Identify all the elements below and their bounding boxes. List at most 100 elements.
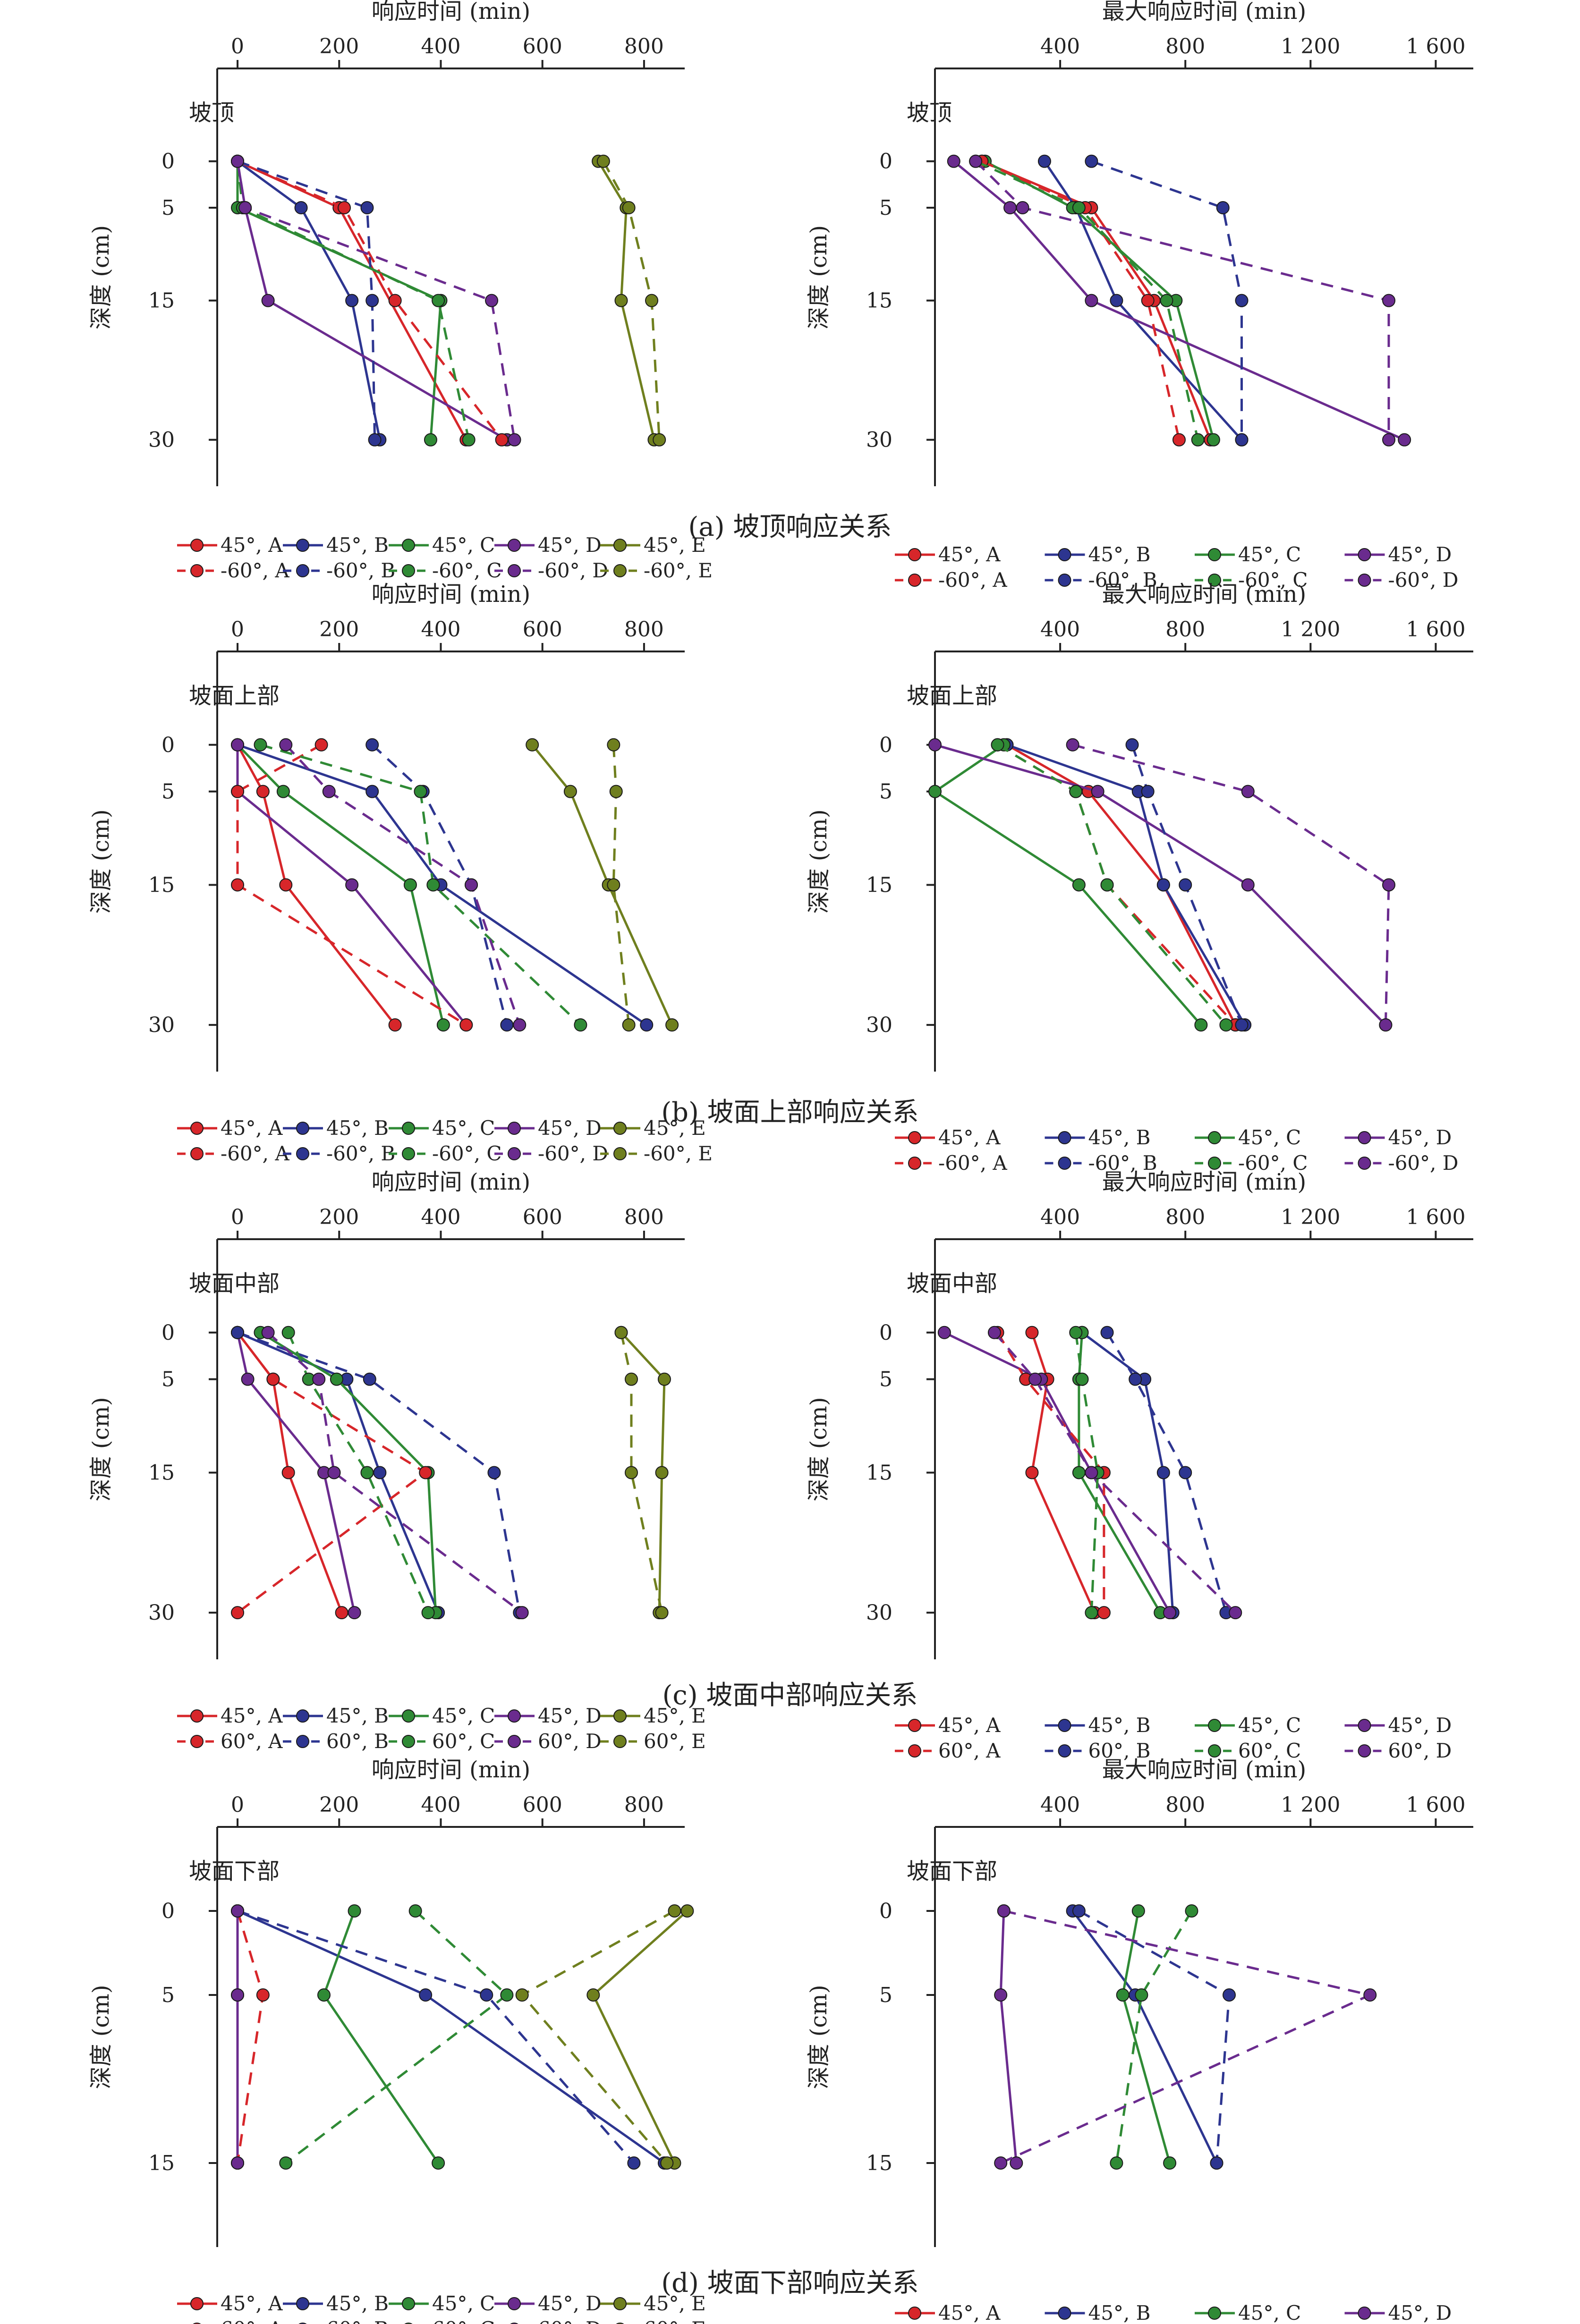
legend-marker	[1058, 574, 1071, 587]
data-point	[231, 154, 245, 168]
series-line	[1106, 1332, 1227, 1613]
figure-caption: (b) 坡面上部响应关系	[661, 1097, 918, 1128]
chart-d-left: 0 200 400 600 800 响应时间 (min) 0 5 15 深度 (cm) 坡面下部 45…	[88, 1757, 706, 2324]
data-point	[997, 1904, 1011, 1918]
data-point	[1110, 294, 1123, 307]
legend-marker	[908, 1744, 921, 1758]
y-axis-title: 深度 (cm)	[806, 809, 832, 913]
data-point	[1185, 1904, 1198, 1918]
data-point	[1069, 785, 1083, 798]
y-tick-label: 15	[866, 873, 892, 897]
y-tick-label: 0	[161, 733, 175, 757]
data-point	[1206, 433, 1220, 447]
data-point	[1010, 2156, 1023, 2170]
data-point	[1382, 878, 1396, 892]
chart-c-left: 0 200 400 600 800 响应时间 (min) 0 5 15 30 深度 (cm) 坡面中部…	[88, 1169, 706, 1753]
data-point	[596, 154, 610, 168]
series-line	[1006, 744, 1246, 1026]
x-tick-label: 1 600	[1406, 1793, 1465, 1817]
x-tick-label: 1 600	[1406, 617, 1465, 642]
data-point	[994, 2156, 1008, 2170]
panel-label: 坡面中部	[189, 1270, 280, 1297]
series-line	[943, 1331, 1171, 1614]
y-tick-label: 5	[879, 1368, 892, 1392]
series-line	[1121, 1910, 1171, 2163]
data-point	[655, 1466, 669, 1479]
legend-marker	[613, 1122, 627, 1135]
data-point	[279, 2156, 293, 2170]
data-point	[1194, 1018, 1208, 1032]
series-line	[620, 1332, 663, 1613]
data-point	[1223, 1988, 1236, 2002]
data-point	[515, 1988, 529, 2002]
legend-marker	[508, 564, 521, 577]
legend-marker	[908, 574, 921, 587]
x-tick-label: 800	[1165, 617, 1205, 642]
y-tick-label: 30	[866, 1601, 892, 1625]
x-tick-label: 600	[523, 1793, 562, 1817]
series-line	[237, 1331, 521, 1613]
y-tick-label: 15	[148, 289, 175, 313]
data-point	[322, 785, 336, 798]
series-line	[323, 1910, 440, 2164]
legend-label: -60°, D	[1388, 1151, 1459, 1175]
legend-marker	[190, 2297, 204, 2310]
data-point	[365, 738, 379, 752]
series-line	[1071, 1910, 1218, 2164]
legend-label: 45°, E	[644, 533, 706, 557]
legend-marker	[613, 1709, 627, 1723]
series-line	[236, 1332, 356, 1613]
legend-label: 45°, C	[1238, 543, 1301, 566]
x-axis-title: 最大响应时间 (min)	[1102, 0, 1307, 25]
series-line	[237, 160, 376, 440]
legend-label: 45°, D	[1388, 1126, 1452, 1149]
y-tick-label: 0	[879, 733, 892, 757]
data-point	[1135, 1988, 1148, 2002]
legend-marker	[1208, 1131, 1221, 1144]
data-point	[424, 433, 437, 447]
series-line	[612, 744, 630, 1025]
legend-label: 45°, C	[1238, 1126, 1301, 1149]
data-point	[1235, 294, 1249, 307]
data-point	[1003, 201, 1017, 214]
legend-marker	[190, 1147, 204, 1160]
series-line	[267, 1331, 523, 1614]
data-point	[465, 878, 478, 892]
legend-marker	[1358, 1131, 1371, 1144]
series-line	[236, 744, 396, 1026]
series-line	[1091, 160, 1243, 440]
data-point	[279, 738, 293, 752]
series-line	[934, 744, 1387, 1026]
legend-label: 45°, A	[221, 1116, 283, 1140]
legend-marker	[190, 1735, 204, 1748]
legend-marker	[296, 1735, 309, 1748]
data-point	[645, 294, 659, 307]
legend-label: -60°, A	[938, 1151, 1007, 1175]
x-axis-title: 响应时间 (min)	[372, 1169, 531, 1195]
data-point	[421, 1606, 435, 1620]
legend-label: 45°, C	[432, 1704, 495, 1727]
legend-marker	[1208, 548, 1221, 561]
legend-label: 45°, B	[326, 1704, 389, 1727]
series-line	[260, 744, 582, 1026]
y-tick-label: 30	[148, 428, 175, 452]
legend-marker	[1358, 574, 1371, 587]
data-point	[281, 1326, 295, 1339]
legend-marker	[1208, 2307, 1221, 2320]
legend-label: 45°, A	[221, 1704, 283, 1727]
series-line	[236, 744, 467, 1026]
legend-label: -60°, E	[644, 559, 713, 582]
x-tick-label: 1 200	[1281, 1793, 1340, 1817]
series-line	[237, 744, 445, 1025]
y-tick-label: 0	[161, 150, 175, 174]
data-point	[1241, 878, 1255, 892]
data-point	[622, 201, 636, 214]
data-point	[1191, 433, 1205, 447]
data-point	[1037, 154, 1051, 168]
y-tick-label: 30	[866, 428, 892, 452]
y-tick-label: 5	[161, 196, 175, 220]
data-point	[330, 1372, 343, 1386]
legend-label: -60°, C	[432, 559, 501, 582]
data-point	[1241, 785, 1255, 798]
legend-label: 45°, B	[326, 533, 389, 557]
